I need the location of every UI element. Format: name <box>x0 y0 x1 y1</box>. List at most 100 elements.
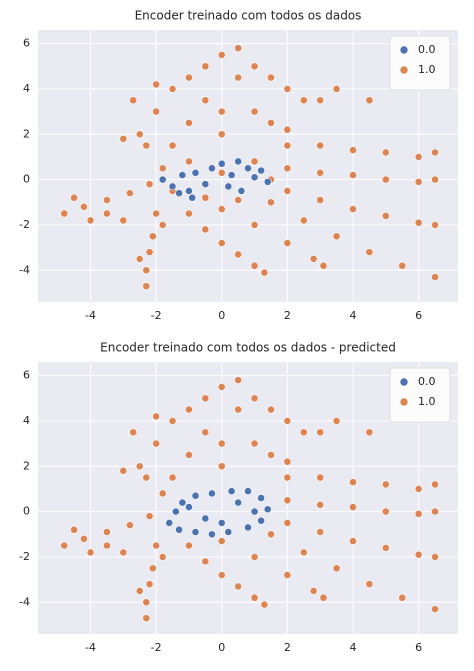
point <box>217 107 226 116</box>
point <box>60 209 69 218</box>
point <box>381 211 390 220</box>
x-tick-label: 4 <box>350 641 357 654</box>
point <box>263 505 272 514</box>
point <box>332 564 341 573</box>
point <box>178 498 187 507</box>
point <box>283 519 292 527</box>
point <box>201 225 210 234</box>
point <box>398 593 407 602</box>
point <box>201 557 210 566</box>
point <box>250 221 259 229</box>
point <box>185 119 193 127</box>
point <box>283 187 292 195</box>
point <box>142 282 151 291</box>
point <box>234 405 243 414</box>
point <box>414 218 423 227</box>
point <box>129 96 138 105</box>
x-tick-label: 6 <box>415 641 422 654</box>
point <box>316 473 325 482</box>
point <box>142 473 151 482</box>
chart-title: Encoder treinado com todos os dados <box>135 9 362 23</box>
point <box>349 503 357 511</box>
legend-marker <box>399 65 409 75</box>
point <box>234 157 243 166</box>
x-tick-label: -4 <box>85 641 96 654</box>
point <box>185 503 193 511</box>
point <box>142 141 151 150</box>
point <box>145 580 154 589</box>
point <box>185 451 193 459</box>
legend: 0.0 1.0 <box>389 35 451 91</box>
point <box>316 500 325 509</box>
point <box>244 523 252 532</box>
point <box>175 525 183 534</box>
point <box>381 175 390 184</box>
point <box>191 168 200 177</box>
point <box>244 164 252 173</box>
point <box>185 405 193 414</box>
point <box>234 376 243 385</box>
point <box>201 428 210 437</box>
point <box>135 130 144 139</box>
point <box>349 478 357 487</box>
point <box>224 528 233 536</box>
point <box>267 405 275 414</box>
point <box>165 519 174 527</box>
point <box>257 494 266 502</box>
point <box>158 489 167 498</box>
point <box>316 141 325 150</box>
point <box>431 175 439 184</box>
point <box>86 548 95 557</box>
point <box>299 428 308 437</box>
chart-title: Encoder treinado com todos os dados - pr… <box>100 341 396 355</box>
point <box>191 491 200 500</box>
legend-marker <box>399 45 409 55</box>
point <box>398 261 407 270</box>
point <box>208 164 216 173</box>
legend: 0.0 1.0 <box>389 367 451 423</box>
point <box>234 582 243 591</box>
point <box>158 175 167 184</box>
point <box>201 514 210 523</box>
point <box>217 519 226 527</box>
point <box>316 528 325 536</box>
point <box>431 221 439 229</box>
point <box>201 193 210 202</box>
point <box>125 189 134 198</box>
x-tick-label: -4 <box>85 309 96 322</box>
point <box>260 268 269 277</box>
point <box>332 417 341 425</box>
point <box>299 96 308 105</box>
point <box>103 541 111 550</box>
point <box>332 232 341 241</box>
point <box>250 394 259 403</box>
point <box>171 507 180 516</box>
subplot: Encoder treinado com todos os dados - pr… <box>19 341 458 654</box>
point <box>250 157 259 166</box>
point <box>188 193 197 202</box>
point <box>208 530 216 539</box>
point <box>319 593 328 602</box>
point <box>152 541 161 550</box>
point <box>267 530 275 539</box>
y-tick-label: 0 <box>23 173 30 186</box>
x-tick-label: 0 <box>218 309 225 322</box>
point <box>208 489 216 498</box>
y-tick-label: 2 <box>23 459 30 472</box>
point <box>381 148 390 157</box>
point <box>250 553 259 561</box>
legend-label: 1.0 <box>418 395 436 408</box>
point <box>185 73 193 82</box>
y-tick-label: 0 <box>23 505 30 518</box>
point <box>316 428 325 437</box>
point <box>283 457 292 466</box>
point <box>267 119 275 127</box>
y-tick-label: 4 <box>23 82 30 95</box>
point <box>431 273 439 281</box>
point <box>250 439 259 448</box>
x-tick-label: 6 <box>415 309 422 322</box>
point <box>234 250 243 259</box>
point <box>299 548 308 557</box>
point <box>365 96 374 105</box>
point <box>349 171 357 179</box>
